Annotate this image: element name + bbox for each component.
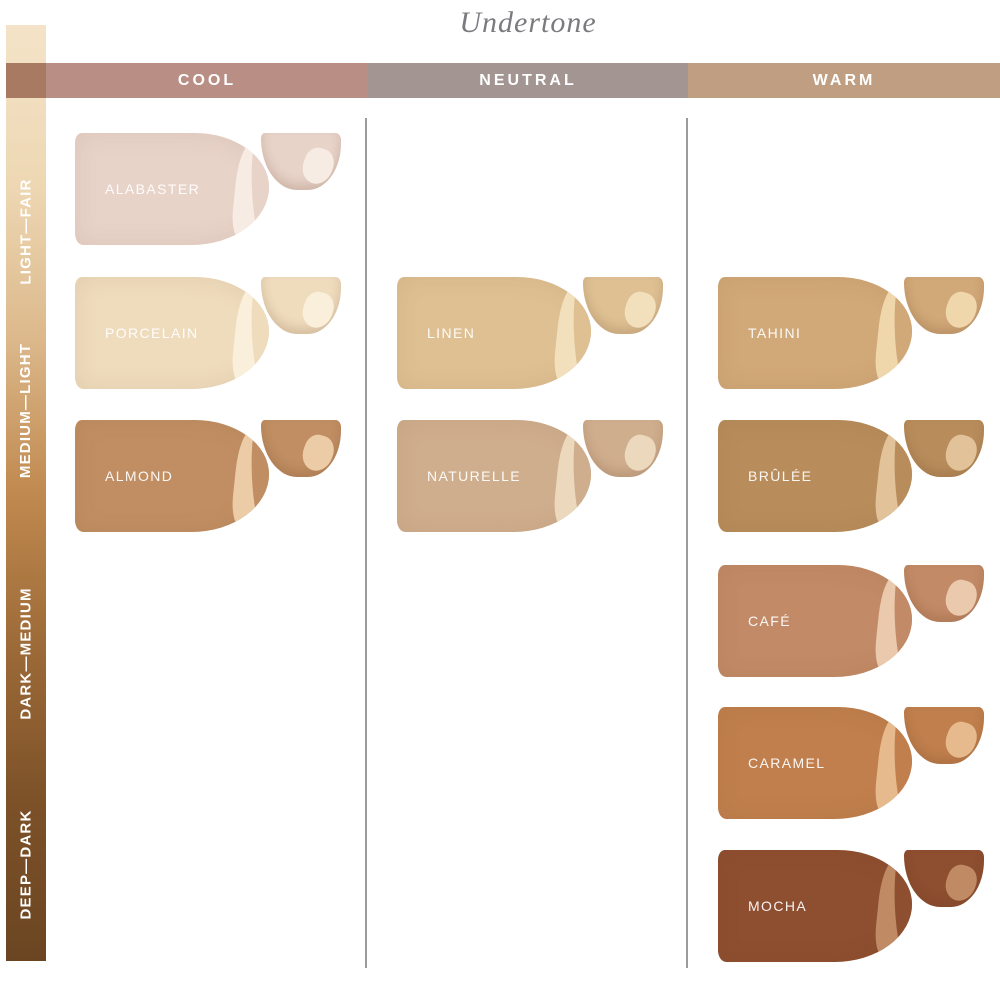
- droplet-shape: [583, 420, 663, 477]
- droplet-shape: [583, 277, 663, 334]
- smear-shape: ALMOND: [75, 420, 269, 532]
- shade-label: TAHINI: [748, 325, 802, 341]
- droplet-highlight: [618, 432, 662, 474]
- header-band-overlap: [6, 63, 46, 98]
- droplet-highlight: [939, 577, 983, 619]
- droplet-shape: [261, 277, 341, 334]
- column-divider-neutral-warm: [686, 118, 688, 968]
- header-warm-label: WARM: [812, 71, 876, 89]
- shade-label: CAFÉ: [748, 613, 791, 629]
- header-cool-label: COOL: [177, 71, 237, 89]
- droplet-shape: [904, 565, 984, 622]
- smear-shape: MOCHA: [718, 850, 912, 962]
- droplet-shape: [261, 420, 341, 477]
- droplet-shape: [904, 850, 984, 907]
- shade-label: CARAMEL: [748, 755, 826, 771]
- swatch-tahini: TAHINI: [718, 277, 988, 389]
- droplet-highlight: [618, 289, 662, 331]
- swatch-porcelain: PORCELAIN: [75, 277, 345, 389]
- swatch-almond: ALMOND: [75, 420, 345, 532]
- smear-shape: NATURELLE: [397, 420, 591, 532]
- smear-shape: TAHINI: [718, 277, 912, 389]
- smear-shape: PORCELAIN: [75, 277, 269, 389]
- droplet-highlight: [296, 145, 340, 187]
- droplet-highlight: [939, 289, 983, 331]
- droplet-shape: [904, 420, 984, 477]
- swatch-naturelle: NATURELLE: [397, 420, 667, 532]
- header-neutral: NEUTRAL: [368, 63, 688, 98]
- droplet-highlight: [939, 719, 983, 761]
- column-divider-cool-neutral: [365, 118, 367, 968]
- droplet-highlight: [939, 862, 983, 904]
- page-title: Undertone: [459, 6, 597, 39]
- swatch-brulee: BRÛLÉE: [718, 420, 988, 532]
- smear-shape: LINEN: [397, 277, 591, 389]
- swatch-cafe: CAFÉ: [718, 565, 988, 677]
- header-cool: COOL: [46, 63, 368, 98]
- shade-label: BRÛLÉE: [748, 468, 813, 484]
- shade-label: ALMOND: [105, 468, 174, 484]
- shade-label: MOCHA: [748, 898, 808, 914]
- smear-shape: ALABASTER: [75, 133, 269, 245]
- droplet-shape: [261, 133, 341, 190]
- depth-gradient-bar: [6, 25, 46, 961]
- swatch-mocha: MOCHA: [718, 850, 988, 962]
- swatch-alabaster: ALABASTER: [75, 133, 345, 245]
- swatch-linen: LINEN: [397, 277, 667, 389]
- swatch-caramel: CARAMEL: [718, 707, 988, 819]
- shade-label: NATURELLE: [427, 468, 522, 484]
- droplet-highlight: [939, 432, 983, 474]
- droplet-shape: [904, 277, 984, 334]
- smear-shape: CAFÉ: [718, 565, 912, 677]
- smear-shape: CARAMEL: [718, 707, 912, 819]
- shade-label: ALABASTER: [105, 181, 201, 197]
- droplet-highlight: [296, 289, 340, 331]
- header-neutral-label: NEUTRAL: [479, 71, 577, 89]
- header-warm: WARM: [688, 63, 1000, 98]
- smear-shape: BRÛLÉE: [718, 420, 912, 532]
- shade-label: LINEN: [427, 325, 476, 341]
- droplet-highlight: [296, 432, 340, 474]
- shade-label: PORCELAIN: [105, 325, 199, 341]
- droplet-shape: [904, 707, 984, 764]
